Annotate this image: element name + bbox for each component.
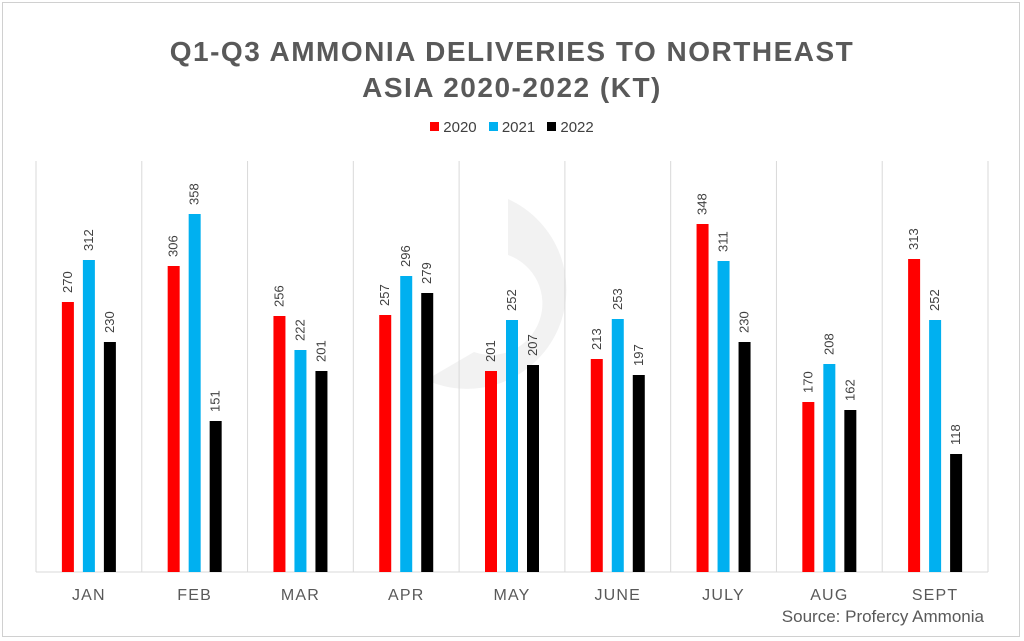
bar-2022-july [738,342,751,572]
x-tick-labels-group: JAN FEB MAR APR MAY JUNE JULY AUG SEPT [72,587,959,604]
x-tick-label-june: JUNE [594,587,641,604]
bar-2022-june [632,375,645,572]
legend-item-2022: 2022 [547,119,594,136]
chart-legend: 2020 2021 2022 [0,119,1024,136]
bar-2020-sept [908,259,921,572]
legend-swatch-2020 [430,122,440,131]
bar-2021-sept [929,320,942,572]
data-label-2021-jan: 312 [81,229,96,251]
legend-label-2020: 2020 [443,119,477,136]
x-tick-label-feb: FEB [177,587,212,604]
data-label-2021-june: 253 [610,288,625,310]
bar-2022-aug [844,410,857,572]
data-label-2021-sept: 252 [927,289,942,311]
data-label-2021-feb: 358 [187,183,202,205]
bar-2020-apr [379,315,392,572]
x-tick-label-jan: JAN [72,587,106,604]
bar-2021-jan [82,260,95,572]
x-tick-label-july: JULY [702,587,745,604]
bar-2020-aug [802,402,815,572]
x-tick-label-apr: APR [388,587,425,604]
data-label-2020-may: 201 [483,340,498,362]
bar-2021-aug [823,364,836,572]
bar-2020-june [590,359,603,572]
bar-2021-july [717,261,730,572]
legend-item-2021: 2021 [488,119,536,136]
chart-title: Q1-Q3 AMMONIA DELIVERIES TO NORTHEAST AS… [0,34,1024,106]
data-label-2021-mar: 222 [292,319,307,341]
data-label-2021-aug: 208 [821,333,836,355]
source-note: Source: Profercy Ammonia [781,607,984,626]
legend-swatch-2021 [488,122,498,131]
x-tick-label-sept: SEPT [912,587,959,604]
x-tick-label-aug: AUG [810,587,848,604]
data-label-2021-july: 311 [716,231,731,252]
data-label-2022-jan: 230 [102,311,117,333]
bar-2021-mar [294,350,307,572]
bar-2022-apr [421,293,434,572]
bar-2021-june [611,319,624,572]
data-label-2020-june: 213 [589,328,604,350]
watermark-logo [426,199,567,389]
data-label-2022-apr: 279 [419,262,434,284]
data-label-2022-mar: 201 [313,340,328,362]
category-separators [35,161,989,572]
data-label-2022-june: 197 [631,344,646,366]
data-label-2022-sept: 118 [948,424,963,445]
chart-title-line-1: Q1-Q3 AMMONIA DELIVERIES TO NORTHEAST [169,36,855,67]
data-label-2020-aug: 170 [800,371,815,393]
data-label-2022-july: 230 [737,311,752,333]
data-label-2021-apr: 296 [398,245,413,267]
chart-title-line-2: ASIA 2020-2022 (KT) [362,72,662,103]
data-label-2022-feb: 151 [208,390,223,412]
data-label-2020-sept: 313 [906,228,921,250]
bar-2020-mar [273,316,286,572]
legend-label-2021: 2021 [501,119,536,136]
bar-2020-feb [167,266,180,572]
bars-group [61,214,963,572]
data-label-2020-mar: 256 [271,285,286,307]
legend-item-2020: 2020 [430,119,477,136]
bar-2021-apr [400,276,413,572]
data-label-2022-may: 207 [525,334,540,356]
legend-label-2022: 2022 [560,119,594,136]
x-tick-label-may: MAY [493,587,530,604]
bar-2021-feb [188,214,201,572]
data-label-2021-may: 252 [504,289,519,311]
data-label-2020-apr: 257 [377,284,392,306]
bar-2022-mar [315,371,328,572]
bar-2022-sept [950,454,963,572]
bar-2022-feb [209,421,222,572]
bar-2020-may [485,371,497,572]
bar-2020-july [696,224,709,572]
data-label-2020-feb: 306 [166,235,181,257]
x-tick-label-mar: MAR [281,587,320,604]
data-label-2022-aug: 162 [842,379,857,401]
legend-swatch-2022 [547,122,557,131]
data-label-2020-july: 348 [695,193,710,215]
bar-2021-may [506,320,518,572]
data-label-2020-jan: 270 [60,271,75,293]
data-labels-group: 270 312 230 306 358 151 256 222 201 257 296 279 201 2… [60,183,963,445]
bar-2020-jan [61,302,74,572]
bar-2022-jan [103,342,116,572]
bar-2022-may [527,365,539,572]
